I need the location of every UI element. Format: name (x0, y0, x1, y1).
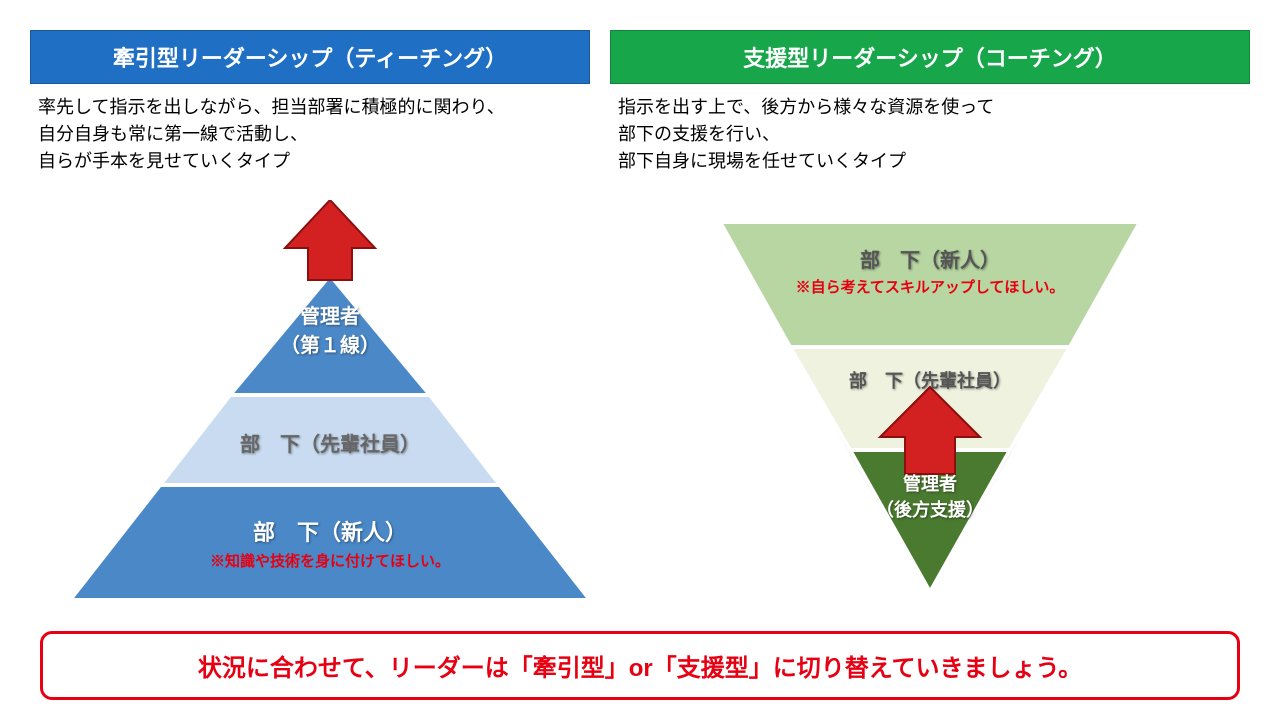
right-column: 支援型リーダーシップ（コーチング） 指示を出す上で、後方から様々な資源を使って … (610, 30, 1250, 175)
right-pyramid-top-note: ※自ら考えてスキルアップしてほしい。 (700, 276, 1160, 297)
left-pyramid-top-label: 管理者 （第１線） (50, 300, 610, 358)
left-pyramid-bot-label: 部 下（新人） (50, 515, 610, 547)
left-description: 率先して指示を出しながら、担当部署に積極的に関わり、 自分自身も常に第一線で活動… (30, 84, 590, 175)
right-header: 支援型リーダーシップ（コーチング） (610, 30, 1250, 84)
left-column: 牽引型リーダーシップ（ティーチング） 率先して指示を出しながら、担当部署に積極的… (30, 30, 590, 175)
left-header: 牽引型リーダーシップ（ティーチング） (30, 30, 590, 84)
right-pyramid-bot-label: 管理者 （後方支援） (700, 470, 1160, 522)
right-description: 指示を出す上で、後方から様々な資源を使って 部下の支援を行い、 部下自身に現場を… (610, 84, 1250, 175)
bottom-callout: 状況に合わせて、リーダーは「牽引型」or「支援型」に切り替えていきましょう。 (40, 631, 1240, 700)
right-pyramid-mid-label: 部 下（先輩社員） (700, 367, 1160, 393)
left-pyramid-bot-note: ※知識や技術を身に付けてほしい。 (50, 550, 610, 571)
left-pyramid: 管理者 （第１線） 部 下（先輩社員） 部 下（新人） ※知識や技術を身に付けて… (50, 200, 610, 620)
left-pyramid-mid-label: 部 下（先輩社員） (50, 428, 610, 457)
right-pyramid-top-label: 部 下（新人） (700, 244, 1160, 273)
right-pyramid: 部 下（新人） ※自ら考えてスキルアップしてほしい。 部 下（先輩社員） 管理者… (700, 212, 1160, 612)
